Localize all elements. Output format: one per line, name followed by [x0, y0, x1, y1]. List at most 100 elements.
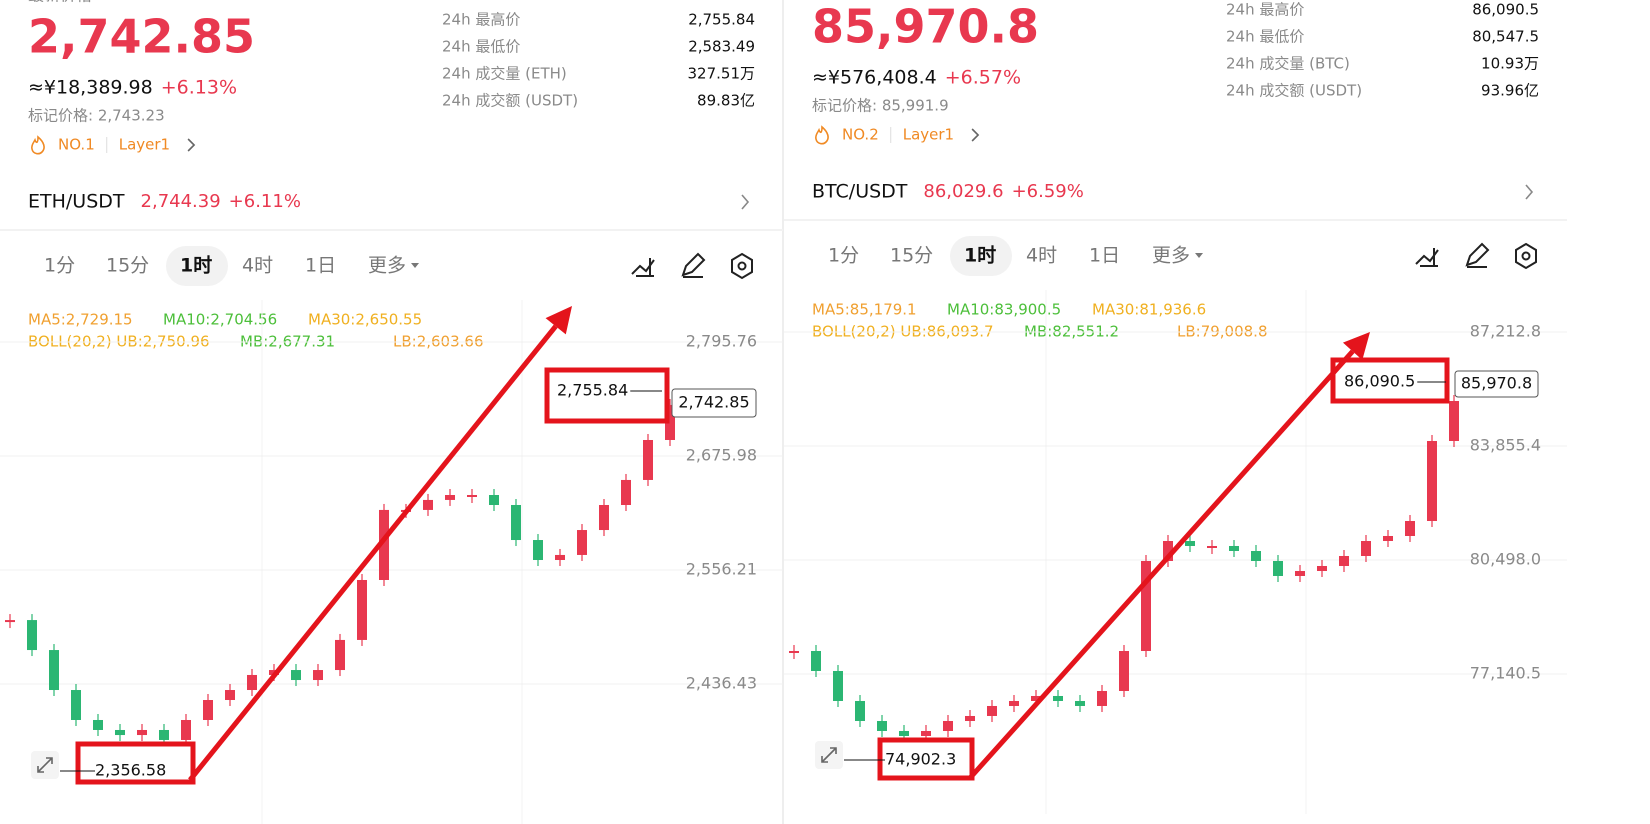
candle-body	[811, 650, 821, 671]
candle-body	[423, 499, 433, 510]
timeframe-label: 更多	[368, 255, 406, 277]
timeframe-label: 4时	[242, 255, 273, 277]
candle-body	[1141, 560, 1151, 651]
ticker-panel: 85,970.8 ≈¥576,408.4 +6.57% 标记价格: 85,991.9 N…	[784, 0, 1567, 814]
cny-price: ≈¥18,389.98	[28, 77, 153, 99]
timeframe-label: 1日	[1089, 245, 1120, 267]
timeframe-tab[interactable]: 1日	[1089, 245, 1120, 267]
y-tick-label: 80,498.0	[1470, 550, 1541, 569]
settings-icon[interactable]	[731, 252, 753, 280]
candle-body	[357, 579, 367, 640]
indicator-icon[interactable]	[631, 258, 655, 277]
candle-body	[489, 495, 499, 505]
candle-body	[1053, 695, 1063, 701]
ma-indicator: MA30:81,936.6	[1092, 301, 1206, 319]
flame-icon	[31, 135, 45, 155]
candle-body	[943, 720, 953, 731]
last-price-label: 85,970.8	[1461, 374, 1532, 393]
draw-icon[interactable]	[1465, 242, 1490, 268]
y-tick-label: 77,140.5	[1470, 664, 1541, 683]
candle-body	[445, 495, 455, 500]
candle-body	[1273, 560, 1283, 576]
ma-indicator: MA5:2,729.15	[28, 311, 133, 329]
expand-icon	[37, 757, 53, 773]
last-price-tag	[1454, 370, 1539, 398]
timeframe-tab[interactable]: 15分	[890, 245, 933, 267]
y-tick-label: 2,795.76	[686, 332, 757, 351]
candle-body	[5, 620, 15, 623]
stat-value: 2,755.84	[688, 11, 755, 29]
candle-body	[335, 639, 345, 671]
timeframe-tab[interactable]: 更多	[368, 255, 420, 277]
y-tick-label: 83,855.4	[1470, 436, 1541, 455]
candle-body	[1383, 535, 1393, 541]
selected-pill	[166, 246, 228, 286]
last-price: 2,742.85	[28, 10, 255, 64]
timeframe-tab[interactable]: 更多	[1152, 245, 1204, 267]
candle-body	[159, 729, 169, 740]
candle-body	[203, 700, 213, 720]
price-change: +6.13%	[161, 77, 237, 99]
timeframe-tab[interactable]: 1日	[305, 255, 336, 277]
candle-body	[1075, 700, 1085, 706]
trend-arrow-head	[545, 306, 572, 335]
timeframe-label: 1分	[44, 255, 75, 277]
timeframe-tab[interactable]: 4时	[242, 255, 273, 277]
candle-body	[247, 674, 257, 691]
candle-body	[855, 700, 865, 721]
mark-price: 标记价格: 85,991.9	[812, 97, 949, 115]
timeframe-tab[interactable]: 1分	[828, 245, 859, 267]
timeframe-label: 1时	[964, 245, 996, 267]
candle-body	[115, 729, 125, 736]
ma-indicator: MA10:2,704.56	[163, 311, 277, 329]
candle-body	[965, 715, 975, 721]
candle-body	[1031, 695, 1041, 701]
timeframe-tab[interactable]: 15分	[106, 255, 149, 277]
timeframe-tab[interactable]: 4时	[1026, 245, 1057, 267]
pair-row[interactable]: BTC/USDT 86,029.6 +6.59%	[812, 181, 1534, 203]
settings-icon-dot	[1521, 251, 1531, 261]
stat-value: 80,547.5	[1472, 28, 1539, 46]
candle-body	[137, 729, 147, 736]
header-label: 最新价格	[28, 0, 92, 5]
candle-body	[577, 530, 587, 555]
pair-row[interactable]: ETH/USDT 2,744.39 +6.11%	[28, 191, 750, 213]
stat-value: 89.83亿	[697, 92, 755, 110]
pair-price: 2,744.39	[141, 191, 221, 212]
tag: Layer1	[903, 126, 954, 144]
candle-body	[511, 504, 521, 541]
candle-body	[987, 705, 997, 716]
y-tick-label: 87,212.8	[1470, 322, 1541, 341]
settings-icon[interactable]	[1515, 242, 1537, 270]
candle-body	[225, 690, 235, 701]
chevron	[741, 194, 750, 210]
stat-value: 93.96亿	[1481, 82, 1539, 100]
candle-body	[789, 650, 799, 653]
stat-label: 24h 最低价	[1226, 28, 1304, 46]
pair-price: 86,029.6	[923, 181, 1003, 202]
ma-indicator: MA30:2,650.55	[308, 311, 422, 329]
candle-body	[1207, 545, 1217, 548]
candle-body	[533, 540, 543, 561]
candle-body	[599, 504, 609, 531]
candle-body	[1009, 700, 1019, 706]
candle-body	[643, 439, 653, 480]
draw-icon[interactable]	[681, 252, 706, 278]
candle-body	[49, 650, 59, 691]
stat-value: 10.93万	[1481, 55, 1539, 73]
timeframe-tab[interactable]: 1时	[166, 246, 228, 286]
stat-value: 327.51万	[688, 65, 756, 83]
trend-arrow-head	[1342, 332, 1370, 361]
candle-body	[833, 670, 843, 701]
indicator-icon[interactable]	[1415, 248, 1439, 267]
candle-body	[379, 509, 389, 580]
stat-label: 24h 成交额 (USDT)	[442, 92, 578, 110]
timeframe-label: 15分	[106, 255, 149, 277]
stat-value: 2,583.49	[688, 38, 755, 56]
timeframe-tab[interactable]: 1时	[950, 236, 1012, 276]
stat-label: 24h 最高价	[1226, 1, 1304, 19]
price-change: +6.57%	[945, 67, 1021, 89]
timeframe-tab[interactable]: 1分	[44, 255, 75, 277]
ma-indicator: MA10:83,900.5	[947, 301, 1061, 319]
